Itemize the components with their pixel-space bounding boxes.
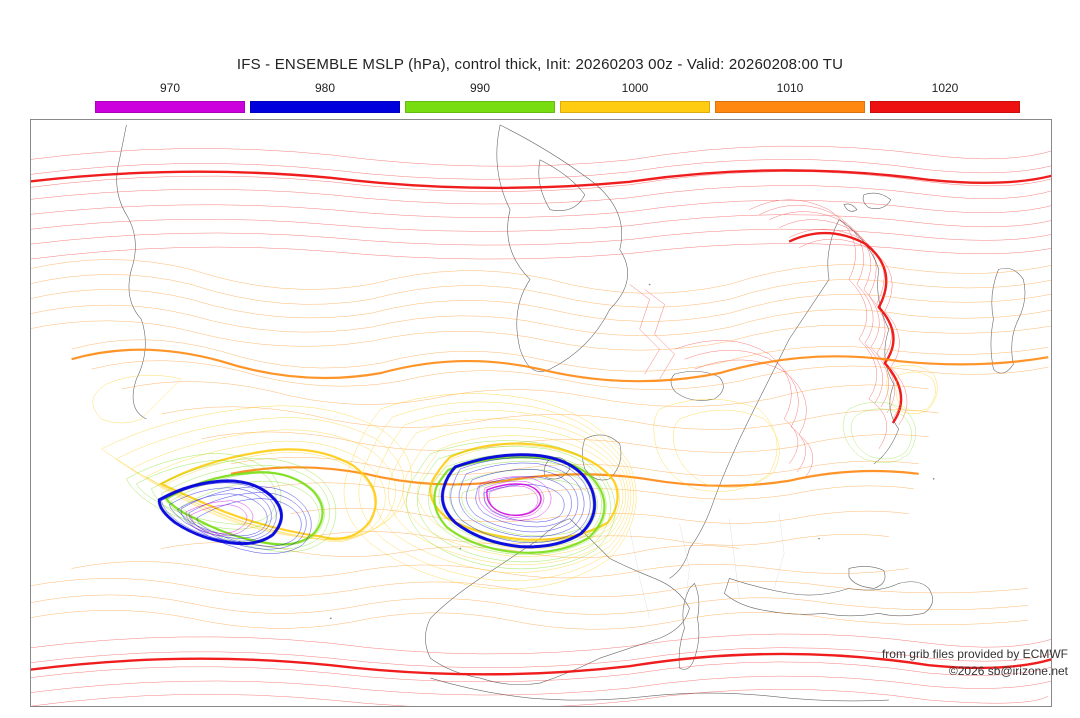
legend-item-1020: 1020: [870, 81, 1020, 113]
legend-item-980: 980: [250, 81, 400, 113]
mslp-ensemble-map[interactable]: [30, 119, 1052, 707]
pressure-legend: 970 980 990 1000 1010 1020: [0, 81, 1080, 119]
chart-title: IFS - ENSEMBLE MSLP (hPa), control thick…: [0, 56, 1080, 73]
legend-item-990: 990: [405, 81, 555, 113]
legend-item-970: 970: [95, 81, 245, 113]
legend-item-1000: 1000: [560, 81, 710, 113]
legend-item-1010: 1010: [715, 81, 865, 113]
image-credit: from grib files provided by ECMWF ©2026 …: [882, 646, 1068, 680]
